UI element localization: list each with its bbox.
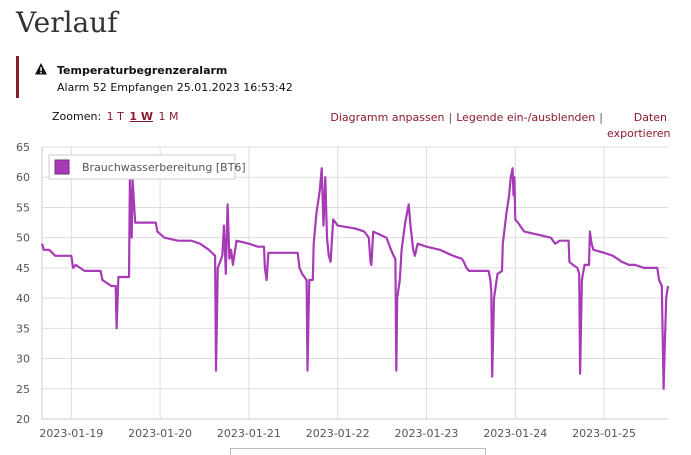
y-tick-label: 65: [16, 141, 30, 154]
legend-swatch: [54, 159, 70, 175]
y-tick-label: 30: [16, 353, 30, 366]
y-tick-label: 50: [16, 232, 30, 245]
y-tick-label: 60: [16, 171, 30, 184]
chart-legend[interactable]: Brauchwasserbereitung [BT6]: [48, 154, 246, 180]
x-tick-label: 2023-01-25: [572, 427, 636, 440]
x-tick-label: 2023-01-22: [306, 427, 370, 440]
toggle-legend-link[interactable]: Legende ein-/ausblenden: [456, 111, 596, 124]
x-tick-label: 2023-01-21: [217, 427, 281, 440]
separator: |: [448, 111, 453, 124]
zoom-controls: Zoomen: 1 T 1 W 1 M: [52, 110, 179, 123]
y-tick-label: 35: [16, 322, 30, 335]
x-tick-label: 2023-01-20: [128, 427, 192, 440]
page-title: Verlauf: [16, 6, 118, 39]
alarm-detail: Alarm 52 Empfangen 25.01.2023 16:53:42: [57, 81, 293, 94]
alarm-title: Temperaturbegrenzeralarm: [57, 64, 228, 77]
zoom-label: Zoomen:: [52, 110, 102, 123]
export-data-link[interactable]: Daten exportieren: [607, 111, 671, 140]
chart-grid: [41, 146, 668, 420]
legend-label: Brauchwasserbereitung [BT6]: [82, 161, 246, 174]
x-tick-label: 2023-01-23: [395, 427, 459, 440]
warning-icon: [35, 63, 47, 75]
chart-actions: Diagramm anpassen | Legende ein-/ausblende…: [330, 110, 671, 142]
history-chart: 65 60 55 50 45 40 35 30 25 20 2023-01-19 2023-01-2…: [16, 141, 670, 440]
zoom-1-day[interactable]: 1 T: [106, 110, 124, 123]
adjust-chart-link[interactable]: Diagramm anpassen: [330, 111, 445, 124]
alarm-notice: Temperaturbegrenzeralarm Alarm 52 Empfan…: [16, 56, 319, 98]
x-tick-label: 2023-01-19: [39, 427, 103, 440]
zoom-1-week[interactable]: 1 W: [129, 110, 153, 123]
y-tick-label: 55: [16, 201, 30, 214]
series-line-bt6: [40, 167, 670, 390]
y-tick-label: 40: [16, 292, 30, 305]
y-axis-ticks: 65 60 55 50 45 40 35 30 25 20: [16, 141, 30, 426]
separator: |: [599, 111, 603, 124]
navigator-bar[interactable]: [230, 448, 486, 455]
y-tick-label: 45: [16, 262, 30, 275]
x-tick-label: 2023-01-24: [483, 427, 547, 440]
y-tick-label: 20: [16, 413, 30, 426]
y-tick-label: 25: [16, 383, 30, 396]
zoom-1-month[interactable]: 1 M: [158, 110, 179, 123]
x-axis-ticks: 2023-01-19 2023-01-20 2023-01-21 2023-01-22…: [39, 427, 636, 440]
